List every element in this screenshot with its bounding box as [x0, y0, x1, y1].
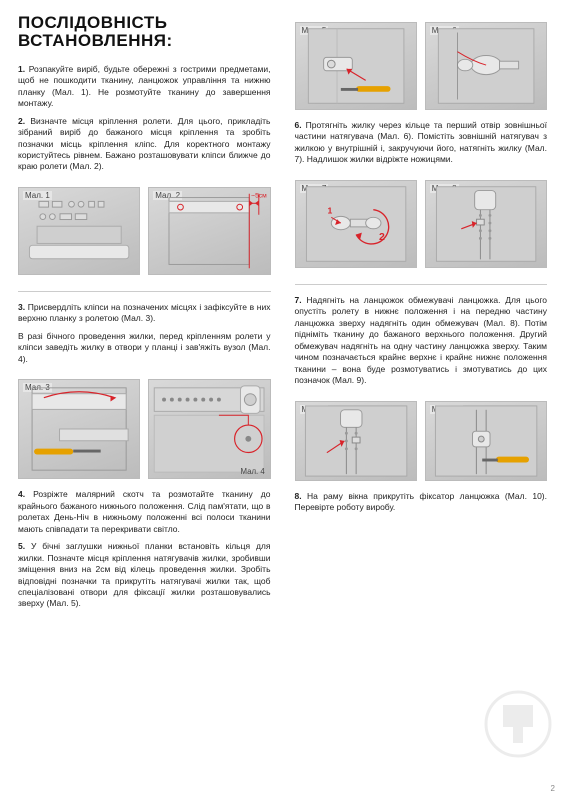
step-8-text: На раму вікна прикрутіть фіксатор ланцюж…	[295, 491, 548, 512]
svg-text:Мал. 4: Мал. 4	[241, 467, 266, 476]
watermark-icon	[483, 689, 553, 759]
step-2-text: Визначте місця кріплення ролети. Для цьо…	[18, 116, 271, 172]
step-4: 4. Розріжте малярний скотч та розмотайте…	[18, 489, 271, 535]
figure-row-1: Мал. 1	[18, 187, 271, 275]
figure-6: Мал. 6	[425, 22, 547, 110]
step-1-text: Розпакуйте виріб, будьте обережні з гост…	[18, 64, 271, 108]
instruction-block-3: 4. Розріжте малярний скотч та розмотайте…	[18, 489, 271, 616]
svg-text:1: 1	[327, 205, 332, 215]
figure-row-3: Мал. 5 Мал. 6	[295, 22, 548, 110]
figure-3: Мал. 3	[18, 379, 140, 479]
step-3: 3. Присвердліть кліпси на позначених міс…	[18, 302, 271, 325]
instruction-block-1: 1. Розпакуйте виріб, будьте обережні з г…	[18, 64, 271, 179]
figure-2: Мал. 2 ~5см	[148, 187, 270, 275]
divider-1	[18, 291, 271, 292]
step-4-text: Розріжте малярний скотч та розмотайте тк…	[18, 489, 271, 533]
step-5-text: У бічні заглушки нижньої планки встанові…	[18, 541, 271, 608]
right-column: Мал. 5 Мал. 6	[283, 0, 565, 799]
instruction-block-2: 3. Присвердліть кліпси на позначених міс…	[18, 302, 271, 371]
page-number: 2	[551, 784, 555, 793]
figure-9: Мал. 9	[295, 401, 417, 481]
figure-10: Мал. 10	[425, 401, 547, 481]
step-3-text: Присвердліть кліпси на позначених місцях…	[18, 302, 270, 323]
figure-1: Мал. 1	[18, 187, 140, 275]
left-column: ПОСЛІДОВНІСТЬ ВСТАНОВЛЕННЯ: 1. Розпакуйт…	[0, 0, 283, 799]
figure-8: Мал. 8	[425, 180, 547, 268]
svg-text:2: 2	[379, 231, 385, 243]
figure-row-5: Мал. 9 Мал. 10	[295, 401, 548, 481]
step-7: 7. Надягніть на ланцюжок обмежувачі ланц…	[295, 295, 548, 387]
instruction-block-5: 7. Надягніть на ланцюжок обмежувачі ланц…	[295, 295, 548, 393]
figure-7: Мал. 7 2 1	[295, 180, 417, 268]
step-2: 2. Визначте місця кріплення ролети. Для …	[18, 116, 271, 173]
instruction-block-6: 8. На раму вікна прикрутіть фіксатор лан…	[295, 491, 548, 520]
figure-5: Мал. 5	[295, 22, 417, 110]
figure-row-4: Мал. 7 2 1 Мал. 8	[295, 180, 548, 268]
page-title: ПОСЛІДОВНІСТЬ ВСТАНОВЛЕННЯ:	[18, 14, 271, 50]
step-6: 6. Протягніть жилку через кільце та перш…	[295, 120, 548, 166]
step-7-text: Надягніть на ланцюжок обмежувачі ланцюжк…	[295, 295, 548, 385]
figure-4: Мал. 4	[148, 379, 270, 479]
figure-2-dim: ~5см	[251, 192, 267, 199]
step-8: 8. На раму вікна прикрутіть фіксатор лан…	[295, 491, 548, 514]
step-5: 5. У бічні заглушки нижньої планки встан…	[18, 541, 271, 610]
step-3b: В разі бічного проведення жилки, перед к…	[18, 331, 271, 365]
divider-2	[295, 284, 548, 285]
step-1: 1. Розпакуйте виріб, будьте обережні з г…	[18, 64, 271, 110]
figure-row-2: Мал. 3	[18, 379, 271, 479]
instruction-block-4: 6. Протягніть жилку через кільце та перш…	[295, 120, 548, 172]
step-6-text: Протягніть жилку через кільце та перший …	[295, 120, 548, 164]
